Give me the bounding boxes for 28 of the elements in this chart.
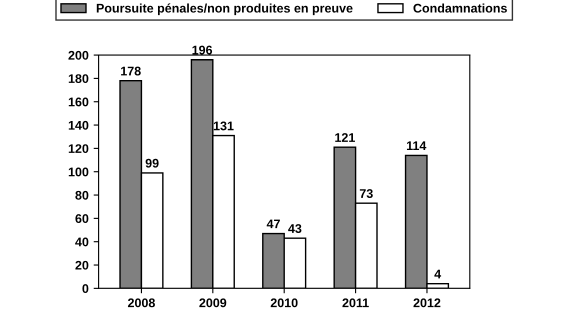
data-label: 73 [360, 189, 373, 198]
data-label: 114 [406, 141, 426, 150]
data-label: 99 [146, 158, 159, 168]
y-tick-label: 20 [75, 260, 88, 270]
data-label: 121 [335, 133, 355, 142]
data-label: 47 [266, 220, 280, 228]
y-tick-label: 200 [68, 50, 88, 60]
x-tick-label: 2010 [270, 298, 298, 308]
legend-label: Poursuite pénales/non produites en preuve [96, 3, 353, 16]
y-tick-label: 80 [75, 190, 88, 200]
x-tick-label: 2008 [128, 298, 155, 308]
x-tick-label: 2009 [199, 298, 226, 308]
y-tick-label: 60 [75, 214, 88, 224]
data-label: 43 [288, 224, 302, 233]
y-tick-label: 120 [68, 144, 88, 154]
y-tick-label: 0 [82, 284, 88, 294]
data-label: 4 [434, 270, 442, 278]
y-tick-label: 140 [68, 120, 88, 130]
y-tick-label: 180 [68, 74, 88, 84]
y-tick-label: 40 [75, 238, 88, 246]
data-label: 196 [192, 46, 212, 54]
x-tick-label: 2012 [414, 298, 440, 308]
legend-label: Condamnations [413, 3, 507, 13]
x-tick-label: 2011 [342, 298, 369, 308]
y-tick-label: 160 [68, 98, 88, 106]
data-label: 131 [214, 121, 234, 130]
data-label: 178 [121, 66, 141, 76]
y-tick-label: 100 [68, 168, 88, 176]
